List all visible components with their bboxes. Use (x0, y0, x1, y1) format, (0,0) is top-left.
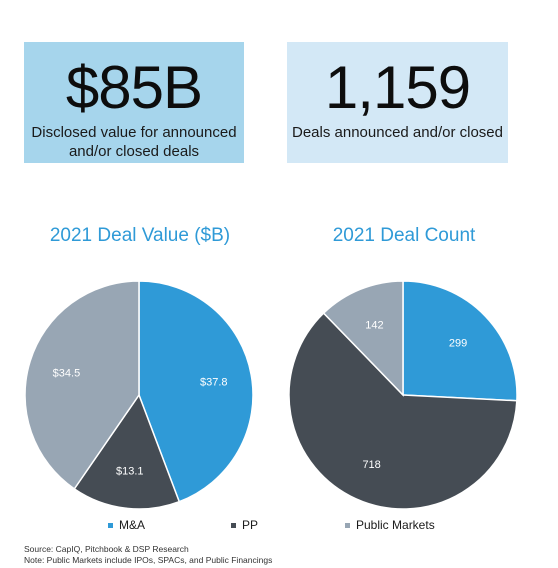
kpi-value: 1,159 (324, 54, 471, 121)
pie-slice-m-a (138, 280, 254, 503)
pie-slice-pp (288, 312, 518, 510)
pie-data-label: 299 (449, 338, 467, 350)
source-note: Source: CapIQ, Pitchbook & DSP Research (24, 544, 189, 554)
pie-slice-public-markets (24, 280, 140, 490)
legend-item-public-markets: Public Markets (345, 516, 435, 534)
pie-data-label: $37.8 (200, 376, 228, 388)
legend-swatch (345, 522, 350, 528)
kpi-value: $85B (65, 54, 203, 121)
legend-label: M&A (119, 518, 146, 532)
kpi-description: Disclosed value for announced and/or clo… (31, 124, 237, 160)
legend-label: PP (242, 518, 259, 532)
legend-item-ma: M&A (108, 516, 145, 534)
pie-slice-m-a (402, 280, 518, 402)
pie-slice-pp (73, 393, 181, 510)
kpi-card-count: 1,159 Deals announced and/or closed (287, 42, 508, 163)
pie-chart-deal-count: 299 718 142 (288, 280, 518, 510)
pie-chart-deal-value: $37.8 $13.1 $34.5 (24, 280, 254, 510)
kpi-description: Deals announced and/or closed (292, 124, 503, 141)
legend-label: Public Markets (356, 518, 435, 532)
chart-title-deal-count: 2021 Deal Count (332, 225, 476, 246)
pie-data-label: 718 (362, 459, 380, 471)
legend-item-pp: PP (231, 516, 258, 534)
pie-slice-public-markets (322, 280, 404, 397)
footnote: Note: Public Markets include IPOs, SPACs… (24, 555, 273, 565)
pie-data-label: 142 (365, 320, 383, 332)
legend-swatch (108, 522, 113, 528)
legend: M&A PP Public Markets (0, 516, 558, 536)
chart-title-deal-value: 2021 Deal Value ($B) (49, 225, 231, 246)
kpi-card-value: $85B Disclosed value for announced and/o… (24, 42, 244, 163)
legend-swatch (231, 522, 236, 528)
pie-data-label: $34.5 (53, 367, 81, 379)
pie-data-label: $13.1 (116, 465, 144, 477)
